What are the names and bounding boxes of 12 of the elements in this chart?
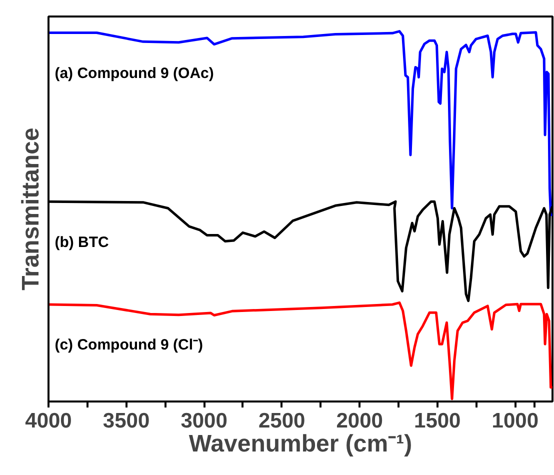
x-tick-label: 1500 — [414, 410, 461, 432]
x-tick-label: 1000 — [492, 410, 539, 432]
y-axis-title: Transmittance — [18, 128, 44, 290]
x-tick-label: 3500 — [102, 410, 150, 432]
x-tick-label: 2000 — [336, 410, 383, 432]
series-label: (a) Compound 9 (OAc) — [54, 65, 214, 82]
text: (b) BTC — [54, 234, 110, 251]
series-label: (c) Compound 9 (Cl⁻) — [54, 336, 204, 354]
x-tick-label: 2500 — [258, 410, 306, 432]
x-tick-label: 4000 — [25, 410, 72, 432]
x-tick-label: 3000 — [180, 410, 228, 432]
x-axis-title: Wavenumber (cm⁻¹) — [188, 430, 412, 458]
